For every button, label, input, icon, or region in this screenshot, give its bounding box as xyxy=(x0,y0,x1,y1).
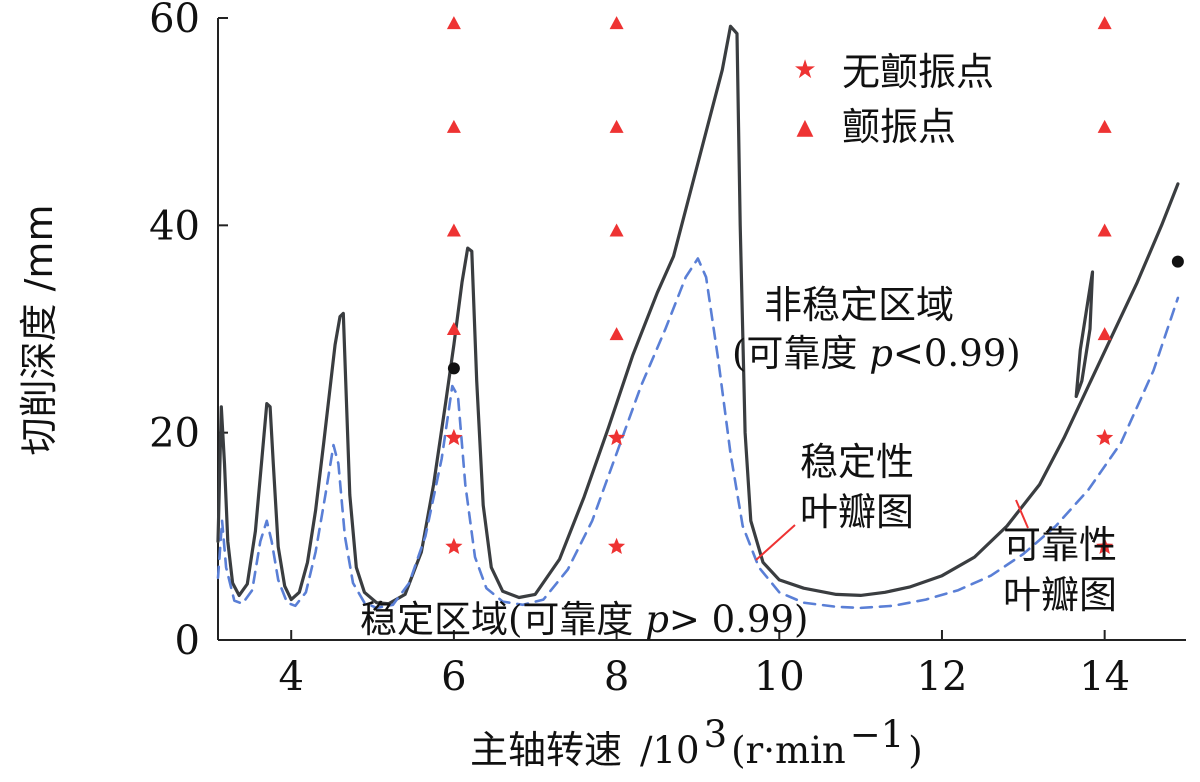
annotation-stab-lobe-line2: 叶瓣图 xyxy=(800,490,914,534)
annotation-rel-lobe-leader xyxy=(1015,499,1029,529)
chatter-point xyxy=(446,119,461,133)
stable-point xyxy=(445,428,463,446)
chatter-point xyxy=(1097,119,1112,133)
stable-point xyxy=(1096,428,1114,446)
annotation-stab-lobe-leader xyxy=(755,524,796,561)
x-tick-label: 6 xyxy=(441,654,466,700)
annotation-unstable-line1: 非稳定区域 xyxy=(764,283,954,327)
annotation-stab-lobe-line1: 稳定性 xyxy=(800,440,914,484)
chatter-point xyxy=(609,119,624,133)
stable-point xyxy=(1096,537,1114,554)
x-tick-label: 4 xyxy=(278,654,303,700)
y-tick-label: 40 xyxy=(149,203,200,249)
annotation-rel-lobe: 可靠性 叶瓣图 xyxy=(1003,499,1117,617)
boundary-point xyxy=(1171,255,1184,268)
x-tick-label: 10 xyxy=(754,654,805,700)
chatter-point xyxy=(1097,327,1112,341)
series-line-0 xyxy=(216,24,1180,606)
boundary-point xyxy=(447,362,460,375)
stable-point xyxy=(608,537,626,554)
x-axis-label: 主轴转速 /10 3 (r·min −1 ) xyxy=(470,713,923,772)
series-layer xyxy=(216,24,1180,610)
legend-label-chatter: 颤振点 xyxy=(842,105,956,149)
annotation-unstable: 非稳定区域 (可靠度 p<0.99) xyxy=(732,283,1021,375)
annotation-stable-text: 稳定区域(可靠度 p> 0.99) xyxy=(360,598,808,641)
x-tick-label: 14 xyxy=(1079,654,1130,700)
chatter-point xyxy=(1097,223,1112,237)
marker-layer xyxy=(445,16,1184,554)
chatter-point xyxy=(446,16,461,30)
y-tick-label: 20 xyxy=(149,411,200,457)
chatter-point xyxy=(446,322,461,335)
annotation-stab-lobe: 稳定性 叶瓣图 xyxy=(755,440,914,561)
annotation-rel-lobe-line2: 叶瓣图 xyxy=(1003,573,1117,617)
y-tick-label: 0 xyxy=(175,618,200,664)
axis-ticks: 4 6 8 10 12 14 0 20 40 60 xyxy=(149,0,1130,700)
stable-point xyxy=(445,537,463,554)
series-line-1 xyxy=(216,257,1180,610)
x-tick-label: 12 xyxy=(917,654,968,700)
legend-triangle-marker: ▲ xyxy=(797,115,814,140)
legend-star-marker: ★ xyxy=(793,55,816,85)
annotation-rel-lobe-line1: 可靠性 xyxy=(1003,523,1117,567)
chatter-point xyxy=(609,16,624,30)
chatter-point xyxy=(446,223,461,237)
chatter-point xyxy=(609,327,624,341)
y-axis-label: 切削深度 /mm xyxy=(17,205,61,456)
legend: ★ 无颤振点 ▲ 颤振点 xyxy=(793,50,994,149)
chatter-point xyxy=(1097,16,1112,30)
y-tick-label: 60 xyxy=(149,0,200,42)
x-tick-label: 8 xyxy=(604,654,629,700)
series-line-2 xyxy=(1074,270,1095,398)
stable-point xyxy=(608,428,626,446)
annotation-stable: 稳定区域(可靠度 p> 0.99) xyxy=(360,598,808,641)
legend-label-stable: 无颤振点 xyxy=(842,50,994,94)
annotation-unstable-line2: (可靠度 p<0.99) xyxy=(732,332,1021,375)
chatter-point xyxy=(609,223,624,237)
